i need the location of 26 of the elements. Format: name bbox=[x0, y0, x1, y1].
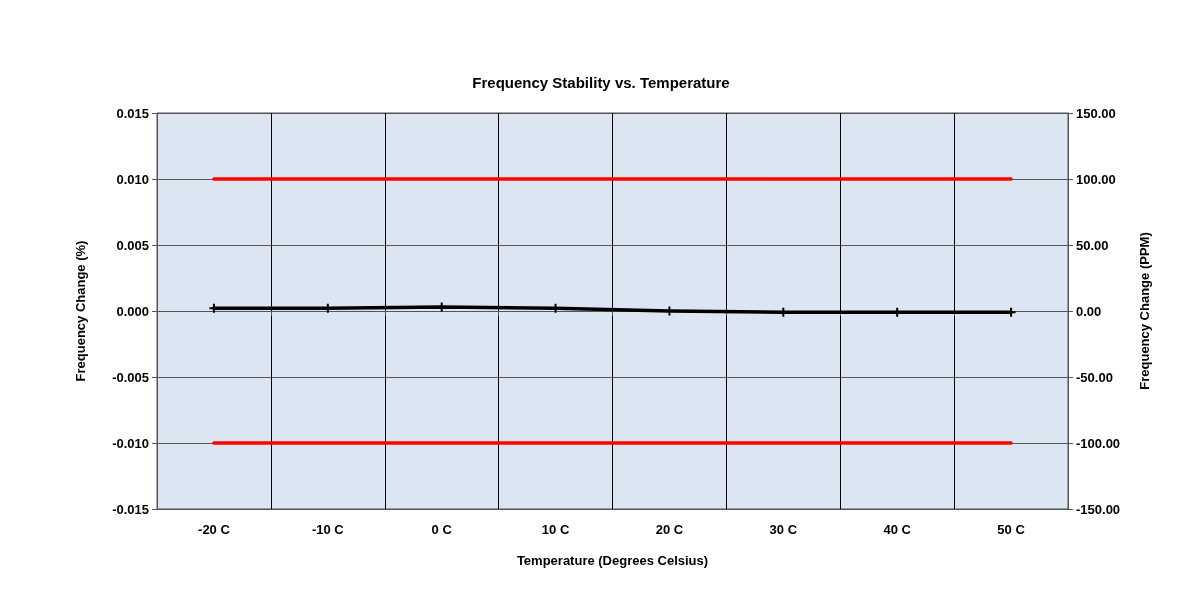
y-tick-label: -0.005 bbox=[112, 369, 149, 385]
chart-title: Frequency Stability vs. Temperature bbox=[472, 74, 730, 91]
x-tick-label: 20 C bbox=[655, 522, 684, 537]
x-tick-label: -20 C bbox=[198, 522, 231, 537]
x-tick-label: 30 C bbox=[769, 522, 798, 537]
y-tick-label: 0.010 bbox=[116, 171, 149, 187]
y2-tick-label: 0.00 bbox=[1076, 303, 1102, 319]
y2-tick-label: 50.00 bbox=[1076, 237, 1109, 253]
y2-tick-label: -150.00 bbox=[1076, 501, 1121, 517]
x-tick-label: 50 C bbox=[997, 522, 1026, 537]
y2-tick-label: -100.00 bbox=[1076, 435, 1121, 451]
x-axis-title: Temperature (Degrees Celsius) bbox=[516, 553, 709, 568]
y-tick-label: 0.000 bbox=[116, 303, 149, 319]
y-tick-label: 0.005 bbox=[116, 237, 149, 253]
y-tick-label: -0.015 bbox=[112, 501, 149, 517]
y2-axis-title: Frequency Change (PPM) bbox=[1137, 232, 1152, 390]
y2-tick-label: -50.00 bbox=[1076, 369, 1113, 385]
x-tick-label: 10 C bbox=[541, 522, 570, 537]
y2-tick-label: 150.00 bbox=[1076, 105, 1116, 121]
x-tick-label: 0 C bbox=[431, 522, 453, 537]
y-tick-label: 0.015 bbox=[116, 105, 149, 121]
y-axis-title: Frequency Change (%) bbox=[73, 240, 88, 382]
x-tick-label: -10 C bbox=[311, 522, 345, 537]
y2-tick-label: 100.00 bbox=[1076, 171, 1116, 187]
x-tick-label: 40 C bbox=[883, 522, 912, 537]
y-tick-label: -0.010 bbox=[112, 435, 149, 451]
